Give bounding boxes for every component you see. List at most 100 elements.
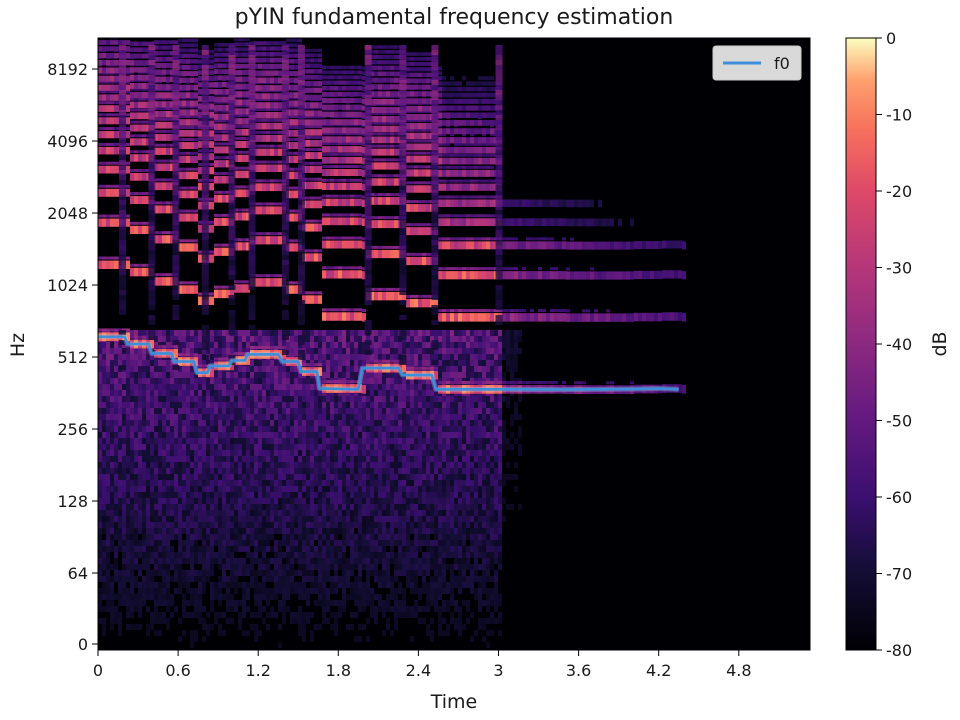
heat-cell (262, 130, 266, 134)
heat-cell (102, 606, 106, 612)
heat-cell (278, 498, 282, 504)
heat-cell (178, 353, 182, 357)
heat-cell (106, 131, 110, 139)
heat-cell (106, 438, 110, 444)
heat-cell (338, 576, 342, 582)
heat-cell (322, 570, 326, 576)
heat-cell (202, 618, 206, 624)
heat-cell (322, 98, 326, 104)
heat-cell (250, 426, 254, 432)
heat-cell (198, 402, 202, 408)
heat-cell (194, 138, 198, 142)
heat-cell (286, 420, 290, 426)
heat-cell (246, 342, 250, 348)
heat-cell (242, 91, 246, 97)
heat-cell (186, 348, 190, 354)
heat-cell (314, 87, 318, 93)
heat-cell (186, 92, 190, 99)
heat-cell (178, 492, 182, 498)
heat-cell (238, 384, 242, 390)
heat-cell (262, 378, 266, 384)
heat-cell (238, 396, 242, 402)
heat-cell (194, 109, 198, 116)
heat-cell (170, 201, 174, 205)
heat-cell (154, 342, 158, 348)
heat-cell (198, 618, 202, 624)
heat-cell (198, 450, 202, 456)
heat-cell (210, 153, 214, 161)
heat-cell (330, 498, 334, 504)
heat-cell (226, 450, 230, 456)
heat-cell (158, 432, 162, 438)
heat-cell (130, 492, 134, 498)
heat-cell (234, 516, 238, 522)
heat-cell (254, 624, 258, 630)
heat-cell (206, 456, 210, 462)
heat-cell (274, 474, 278, 480)
heat-cell (98, 438, 102, 444)
heat-cell (218, 89, 222, 95)
heat-cell (266, 450, 270, 456)
heat-cell (194, 468, 198, 474)
heat-cell (118, 474, 122, 480)
heat-cell (178, 522, 182, 528)
heat-cell (242, 588, 246, 594)
heat-cell (178, 209, 182, 213)
heat-cell (210, 149, 214, 153)
heat-cell (318, 516, 322, 522)
heat-cell (142, 124, 146, 132)
heat-cell (266, 492, 270, 498)
heat-cell (226, 456, 230, 462)
heat-cell (114, 390, 118, 396)
heat-cell (294, 243, 298, 252)
heat-cell (326, 420, 330, 426)
heat-cell (190, 213, 194, 222)
heat-cell (290, 77, 294, 83)
heat-cell (206, 504, 210, 510)
heat-cell (218, 190, 222, 194)
heat-cell (178, 281, 182, 285)
heat-cell (202, 438, 206, 444)
heat-cell (218, 540, 222, 546)
heat-cell (326, 516, 330, 522)
heat-cell (226, 348, 230, 354)
heat-cell (186, 456, 190, 462)
heat-cell (322, 558, 326, 564)
heat-cell (270, 85, 274, 91)
heat-cell (310, 291, 314, 295)
heat-cell (190, 336, 194, 342)
heat-cell (150, 492, 154, 498)
heat-cell (174, 426, 178, 432)
heat-cell (214, 510, 218, 516)
heat-cell (170, 528, 174, 534)
heat-cell (234, 582, 238, 588)
heat-cell (262, 522, 266, 528)
heat-cell (334, 182, 338, 191)
heat-cell (246, 70, 250, 76)
heat-cell (210, 600, 214, 606)
heat-cell (266, 346, 270, 350)
heat-cell (230, 289, 234, 299)
heat-cell (294, 504, 298, 510)
heat-cell (194, 372, 198, 378)
heat-cell (170, 480, 174, 486)
heat-cell (126, 390, 130, 396)
heat-cell (138, 378, 142, 384)
heat-cell (174, 552, 178, 558)
heat-cell (162, 414, 166, 420)
heat-cell (114, 456, 118, 462)
heat-cell (294, 528, 298, 534)
heat-cell (254, 93, 258, 100)
heat-cell (134, 486, 138, 492)
heat-cell (146, 172, 150, 181)
heat-cell (318, 528, 322, 534)
heat-cell (186, 77, 190, 83)
heat-cell (310, 354, 314, 360)
heat-cell (182, 510, 186, 516)
heat-cell (214, 552, 218, 558)
heat-cell (310, 348, 314, 354)
heat-cell (158, 366, 162, 372)
heat-cell (102, 90, 106, 94)
heat-cell (298, 438, 302, 444)
heat-cell (302, 426, 306, 432)
